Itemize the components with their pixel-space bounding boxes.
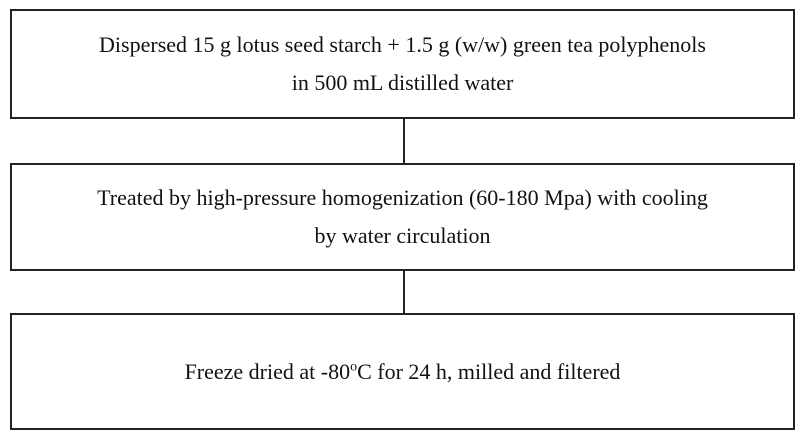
step-box: Dispersed 15 g lotus seed starch + 1.5 g… <box>10 9 795 119</box>
step-text: in 500 mL distilled water <box>291 70 514 95</box>
step-text: by water circulation <box>314 223 491 248</box>
connector <box>403 119 405 163</box>
superscript: o <box>350 359 358 375</box>
step-box: Treated by high-pressure homogenization … <box>10 163 795 271</box>
step-text: Dispersed 15 g lotus seed starch + 1.5 g… <box>99 32 706 57</box>
step-text: Treated by high-pressure homogenization … <box>97 185 708 210</box>
text-part: C for 24 h, milled and filtered <box>357 358 621 384</box>
connector <box>403 271 405 313</box>
step-box: Freeze dried at -80oC for 24 h, milled a… <box>10 313 795 430</box>
step-text: Freeze dried at -80oC for 24 h, milled a… <box>185 353 621 391</box>
text-part: Freeze dried at -80 <box>184 358 351 384</box>
